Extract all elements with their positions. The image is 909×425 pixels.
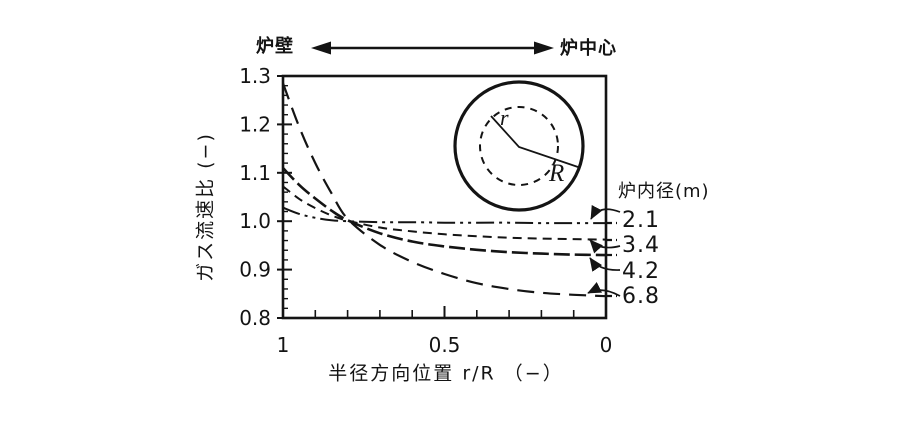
curve-4.2 [282, 167, 607, 257]
x-tick-label: 1 [277, 333, 290, 357]
axis-ticks [277, 75, 607, 319]
inner-radius-label: r [500, 105, 509, 130]
x-tick-label: 0.5 [429, 333, 461, 357]
legend-arrow-4.2 [589, 257, 621, 272]
y-tick-label: 0.8 [239, 306, 271, 330]
legend-arrow-2.1 [590, 204, 621, 220]
arrowhead-left-icon [311, 41, 331, 55]
furnace-wall-label: 炉壁 [256, 36, 294, 57]
legend-entry-6.8: 6.8 [622, 284, 660, 309]
legend-arrow-3.4 [589, 239, 621, 254]
y-tick-label: 1.2 [239, 112, 271, 136]
legend-title: 炉内径(m) [618, 181, 710, 202]
legend-arrow-6.8 [587, 281, 621, 297]
curve-2.1 [282, 206, 606, 225]
arrowhead-right-icon [534, 41, 554, 55]
outer-radius-label: R [549, 160, 565, 187]
curve-3.4 [282, 185, 607, 241]
data-curves [281, 82, 607, 298]
furnace-cross-section-inset [453, 80, 585, 212]
y-tick-label: 1.1 [239, 161, 271, 185]
axis-tick-labels: 1.3 1.2 1.1 1.0 0.9 0.81 0.5 0 [239, 64, 612, 357]
wall-center-double-arrow [311, 41, 554, 55]
legend-entry-2.1: 2.1 [622, 208, 660, 233]
y-tick-label: 1.3 [239, 64, 271, 88]
y-tick-label: 1.0 [239, 209, 271, 233]
legend-entry-4.2: 4.2 [622, 259, 660, 284]
y-tick-label: 0.9 [239, 258, 271, 282]
y-axis-title: ガス流速比 (−) [194, 132, 217, 282]
furnace-center-label: 炉中心 [560, 38, 617, 59]
curve-6.8 [281, 82, 607, 298]
radial-position-circle [479, 106, 559, 186]
x-axis-title: 半径方向位置 r/R （−） [328, 362, 564, 385]
furnace-wall-circle [453, 80, 585, 212]
x-tick-label: 0 [600, 333, 613, 357]
legend-arrows [587, 204, 621, 298]
legend-entry-3.4: 3.4 [622, 233, 660, 258]
radius-lines [490, 115, 579, 168]
